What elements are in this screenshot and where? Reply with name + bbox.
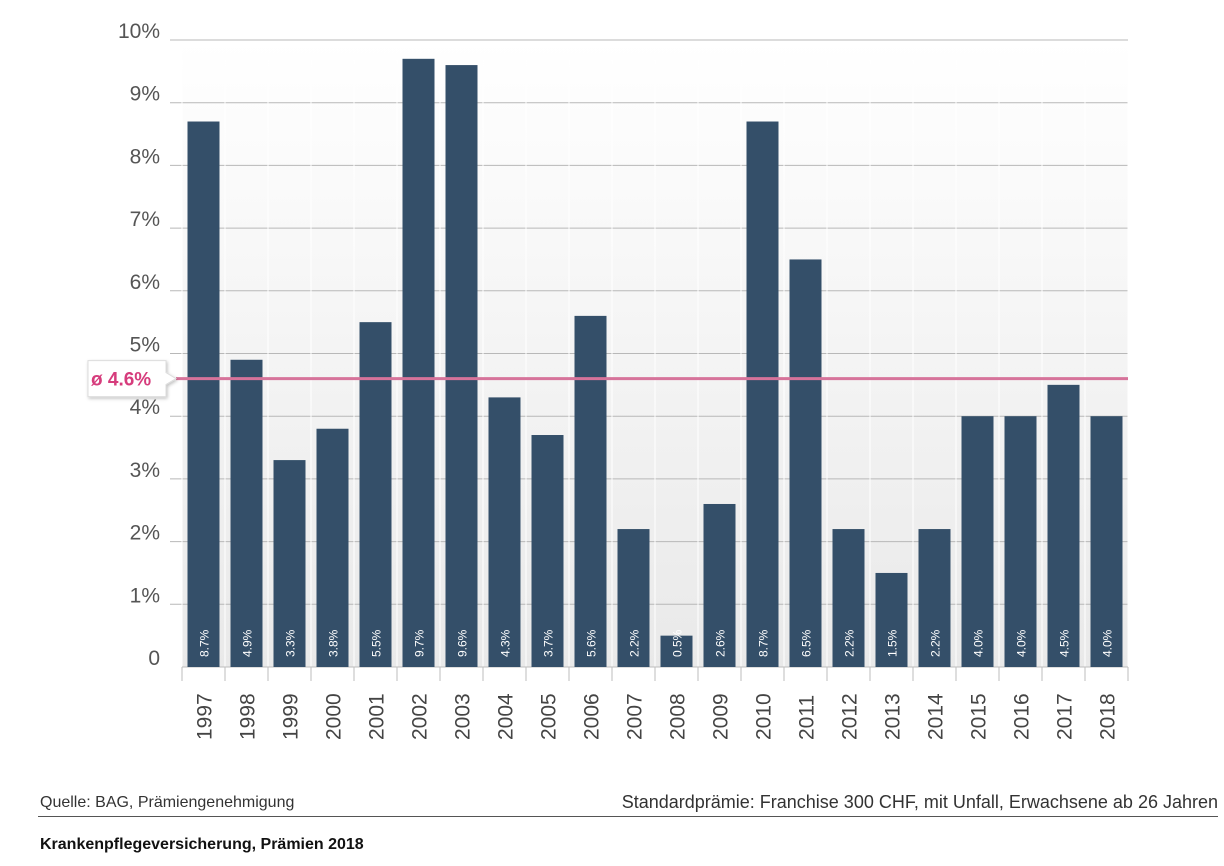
y-tick-label: 10% bbox=[118, 20, 160, 43]
bar-2001 bbox=[359, 322, 392, 667]
bar-2003 bbox=[445, 65, 478, 667]
y-axis-ticks: 0 1% 2% 3% 4% 5% 6% 7% 8% 9% 10% bbox=[118, 20, 160, 670]
footer-divider bbox=[38, 816, 1218, 817]
x-tick-label: 2002 bbox=[409, 693, 432, 740]
bar-2008 bbox=[660, 635, 693, 667]
data-label: 5.5% bbox=[370, 629, 384, 657]
x-tick-label: 2015 bbox=[968, 693, 991, 740]
bar-2010 bbox=[746, 121, 779, 667]
data-label: 4.0% bbox=[972, 629, 986, 657]
bar-1998 bbox=[230, 359, 263, 667]
y-tick-label: 7% bbox=[130, 208, 160, 231]
x-tick-label: 2010 bbox=[753, 693, 776, 740]
x-tick-label: 2014 bbox=[925, 693, 948, 740]
data-label: 5.6% bbox=[585, 629, 599, 657]
bar-2012 bbox=[832, 529, 865, 667]
x-tick-label: 2009 bbox=[710, 693, 733, 740]
x-tick-label: 2000 bbox=[323, 693, 346, 740]
data-label: 3.3% bbox=[284, 629, 298, 657]
bar-2011 bbox=[789, 259, 822, 667]
data-label: 2.2% bbox=[628, 629, 642, 657]
bar-2016 bbox=[1004, 416, 1037, 667]
bar-2007 bbox=[617, 529, 650, 667]
bar-2006 bbox=[574, 315, 607, 667]
data-label: 3.8% bbox=[327, 629, 341, 657]
bar-2014 bbox=[918, 529, 951, 667]
data-label: 8.7% bbox=[757, 629, 771, 657]
average-callout bbox=[87, 360, 177, 398]
premium-note: Standardprämie: Franchise 300 CHF, mit U… bbox=[621, 792, 1218, 812]
data-label: 4.0% bbox=[1101, 629, 1115, 657]
data-label: 6.5% bbox=[800, 629, 814, 657]
bar-2000 bbox=[316, 428, 349, 667]
x-axis-ticks: 1997 1998 1999 2000 2001 2002 2003 2004 2005 2006… bbox=[181, 667, 1129, 740]
y-tick-label: 0 bbox=[148, 647, 160, 670]
x-tick-label: 1999 bbox=[280, 693, 303, 740]
bar-2015 bbox=[961, 416, 994, 667]
x-tick-label: 2006 bbox=[581, 693, 604, 740]
data-labels: 8.7% 4.9% 3.3% 3.8% 5.5% 9.7% 9.6% 4.3% 3.7% 5.6%… bbox=[198, 629, 1115, 657]
data-label: 4.9% bbox=[241, 629, 255, 657]
bar-2004 bbox=[488, 397, 521, 667]
x-tick-label: 2017 bbox=[1054, 693, 1077, 740]
y-tick-label: 5% bbox=[130, 334, 160, 357]
data-label: 4.3% bbox=[499, 629, 513, 657]
y-tick-label: 1% bbox=[130, 584, 160, 607]
y-tick-label: 2% bbox=[130, 522, 160, 545]
data-label: 0.5% bbox=[671, 629, 685, 657]
source-note: Quelle: BAG, Prämiengenehmigung bbox=[40, 794, 295, 811]
data-label: 9.7% bbox=[413, 629, 427, 657]
bars bbox=[187, 58, 1123, 668]
bar-2002 bbox=[402, 58, 435, 668]
data-label: 1.5% bbox=[886, 629, 900, 657]
data-label: 2.6% bbox=[714, 629, 728, 657]
data-label: 2.2% bbox=[929, 629, 943, 657]
bar-2005 bbox=[531, 435, 564, 667]
x-tick-label: 2004 bbox=[495, 693, 518, 740]
average-marker: ø 4.6% bbox=[87, 360, 1128, 398]
bar-1999 bbox=[273, 460, 306, 667]
x-tick-label: 2003 bbox=[452, 693, 475, 740]
chart: 0 1% 2% 3% 4% 5% 6% 7% 8% 9% 10% 8.7% 4.9% 3.3% 3.8% 5… bbox=[87, 20, 1129, 740]
x-tick-label: 1998 bbox=[237, 693, 260, 740]
x-tick-label: 2005 bbox=[538, 693, 561, 740]
x-tick-label: 2011 bbox=[796, 695, 819, 740]
x-tick-label: 2007 bbox=[624, 693, 647, 740]
bar-2018 bbox=[1090, 416, 1123, 667]
bar-2009 bbox=[703, 503, 736, 667]
bar-chart-svg: 0 1% 2% 3% 4% 5% 6% 7% 8% 9% 10% 8.7% 4.9% 3.3% 3.8% 5… bbox=[87, 20, 1129, 740]
y-tick-label: 9% bbox=[130, 83, 160, 106]
y-tick-label: 3% bbox=[130, 459, 160, 482]
x-tick-label: 1997 bbox=[194, 693, 217, 740]
average-label: ø 4.6% bbox=[91, 370, 151, 391]
x-tick-label: 2012 bbox=[839, 693, 862, 740]
x-tick-label: 2018 bbox=[1097, 693, 1120, 740]
bar-1997 bbox=[187, 121, 220, 667]
data-label: 9.6% bbox=[456, 629, 470, 657]
y-tick-label: 4% bbox=[130, 396, 160, 419]
x-tick-label: 2013 bbox=[882, 693, 905, 740]
bar-2013 bbox=[875, 572, 908, 667]
x-tick-label: 2001 bbox=[366, 693, 389, 740]
data-label: 3.7% bbox=[542, 629, 556, 657]
data-label: 8.7% bbox=[198, 629, 212, 657]
bar-2017 bbox=[1047, 384, 1080, 667]
x-tick-label: 2016 bbox=[1011, 693, 1034, 740]
x-tick-label: 2008 bbox=[667, 693, 690, 740]
footer-title: Krankenpflegeversicherung, Prämien 2018 bbox=[40, 836, 364, 853]
y-tick-label: 6% bbox=[130, 271, 160, 294]
data-label: 4.5% bbox=[1058, 629, 1072, 657]
data-label: 2.2% bbox=[843, 629, 857, 657]
data-label: 4.0% bbox=[1015, 629, 1029, 657]
y-tick-label: 8% bbox=[130, 145, 160, 168]
